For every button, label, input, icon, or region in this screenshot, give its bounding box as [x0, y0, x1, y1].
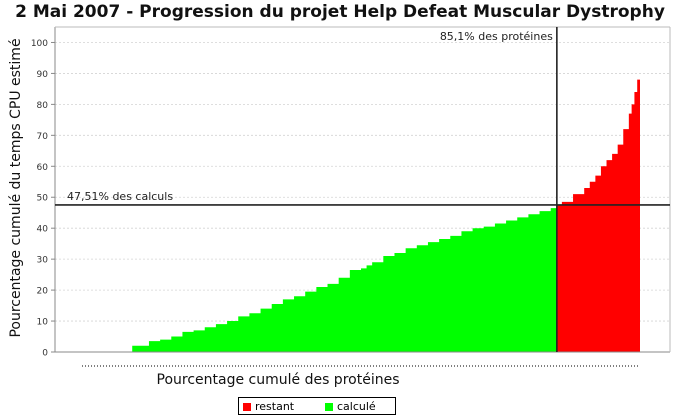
legend: restant calculé	[238, 397, 396, 415]
marker-label-proteines: 85,1% des protéines	[440, 30, 553, 43]
y-tick-label: 50	[37, 194, 49, 204]
y-tick-label: 70	[37, 132, 49, 142]
series-area-calcule	[82, 204, 557, 352]
legend-item-restant: restant	[243, 400, 294, 413]
legend-swatch-calcule	[325, 402, 333, 411]
area-layer	[82, 42, 640, 352]
y-tick-label: 60	[37, 163, 49, 173]
y-tick-label: 10	[37, 318, 49, 328]
y-axis-label: Pourcentage cumulé du temps CPU estimé	[8, 38, 24, 337]
chart-title: 2 Mai 2007 - Progression du projet Help …	[15, 2, 665, 22]
y-tick-label: 20	[37, 287, 49, 297]
legend-swatch-restant	[243, 402, 251, 411]
legend-item-calcule: calculé	[325, 400, 376, 413]
y-tick-label: 40	[37, 225, 49, 235]
legend-label-calcule: calculé	[337, 400, 376, 413]
y-tick-label: 0	[42, 349, 48, 359]
x-axis-label: Pourcentage cumulé des protéines	[157, 372, 400, 388]
axis-layer: 0 10 20 30 40 50 60 70 80 90 100	[31, 26, 671, 367]
marker-label-calculs: 47,51% des calculs	[67, 190, 173, 203]
legend-label-restant: restant	[255, 400, 295, 413]
y-tick-label: 80	[37, 101, 49, 111]
series-area-restant	[556, 42, 640, 352]
y-tick-label: 30	[37, 256, 49, 266]
annotation-layer: 85,1% des protéines 47,51% des calculs	[55, 27, 670, 352]
y-tick-label: 100	[31, 39, 48, 49]
y-tick-label: 90	[37, 70, 49, 80]
